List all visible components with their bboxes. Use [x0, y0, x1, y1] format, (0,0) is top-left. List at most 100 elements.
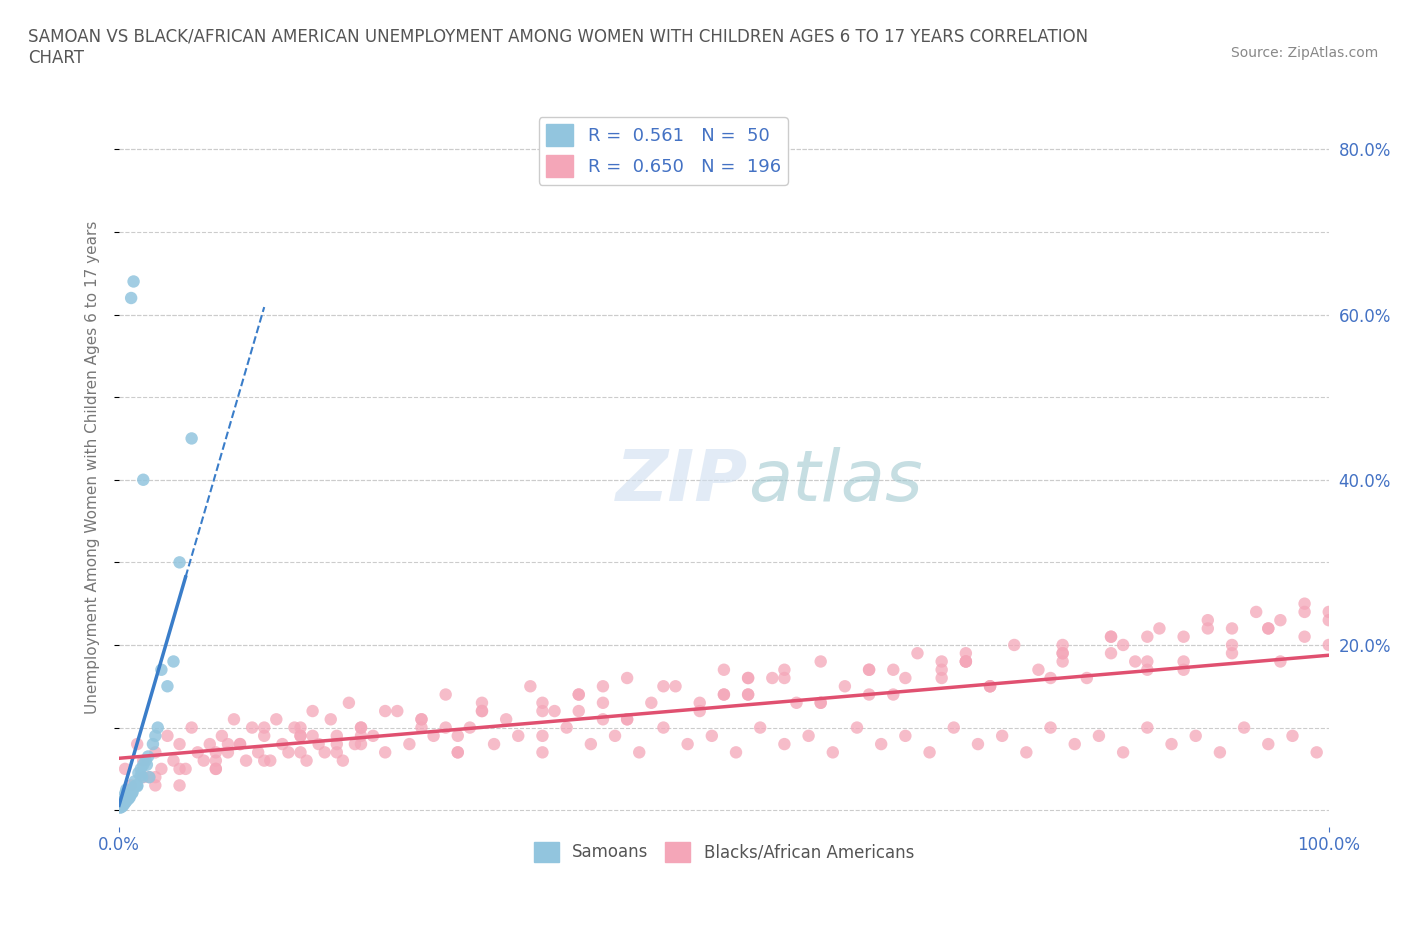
- Point: [471, 704, 494, 719]
- Point: [240, 720, 263, 735]
- Point: [301, 728, 323, 743]
- Point: [810, 696, 832, 711]
- Point: [319, 711, 342, 726]
- Point: [350, 720, 373, 735]
- Point: [1294, 604, 1316, 619]
- Point: [1257, 621, 1279, 636]
- Point: [290, 728, 312, 743]
- Point: [187, 745, 209, 760]
- Point: [882, 662, 904, 677]
- Point: [205, 762, 228, 777]
- Point: [136, 749, 159, 764]
- Point: [1197, 613, 1219, 628]
- Point: [114, 786, 136, 801]
- Point: [531, 728, 554, 743]
- Point: [387, 704, 409, 719]
- Point: [834, 679, 856, 694]
- Point: [907, 645, 929, 660]
- Point: [290, 745, 312, 760]
- Point: [810, 654, 832, 669]
- Point: [205, 753, 228, 768]
- Point: [846, 720, 869, 735]
- Point: [266, 711, 288, 726]
- Point: [1244, 604, 1267, 619]
- Point: [350, 728, 373, 743]
- Point: [411, 711, 433, 726]
- Point: [689, 696, 711, 711]
- Point: [1063, 737, 1085, 751]
- Point: [508, 728, 530, 743]
- Point: [115, 782, 138, 797]
- Point: [592, 696, 614, 711]
- Point: [124, 774, 146, 789]
- Point: [640, 696, 662, 711]
- Point: [290, 728, 312, 743]
- Point: [724, 745, 747, 760]
- Point: [374, 745, 396, 760]
- Point: [931, 654, 953, 669]
- Point: [1149, 621, 1171, 636]
- Point: [1220, 638, 1243, 653]
- Point: [652, 720, 675, 735]
- Point: [447, 745, 470, 760]
- Point: [1317, 638, 1340, 653]
- Point: [785, 696, 807, 711]
- Point: [174, 762, 197, 777]
- Point: [1173, 654, 1195, 669]
- Point: [111, 796, 134, 811]
- Point: [129, 762, 152, 777]
- Point: [931, 662, 953, 677]
- Point: [114, 762, 136, 777]
- Y-axis label: Unemployment Among Women with Children Ages 6 to 17 years: Unemployment Among Women with Children A…: [86, 220, 100, 714]
- Point: [1039, 671, 1062, 685]
- Point: [127, 778, 149, 793]
- Point: [1317, 604, 1340, 619]
- Point: [955, 654, 977, 669]
- Point: [411, 720, 433, 735]
- Point: [1052, 654, 1074, 669]
- Point: [343, 737, 366, 751]
- Point: [821, 745, 844, 760]
- Point: [1076, 671, 1098, 685]
- Point: [955, 654, 977, 669]
- Point: [169, 762, 191, 777]
- Point: [1015, 745, 1038, 760]
- Point: [447, 728, 470, 743]
- Point: [1002, 638, 1025, 653]
- Point: [568, 704, 591, 719]
- Point: [374, 704, 396, 719]
- Point: [180, 431, 202, 445]
- Point: [146, 720, 169, 735]
- Point: [217, 737, 239, 751]
- Point: [447, 745, 470, 760]
- Point: [1088, 728, 1111, 743]
- Point: [217, 745, 239, 760]
- Point: [235, 753, 257, 768]
- Point: [198, 737, 221, 751]
- Point: [979, 679, 1001, 694]
- Point: [1136, 720, 1159, 735]
- Point: [117, 792, 139, 807]
- Point: [120, 786, 142, 801]
- Point: [398, 737, 420, 751]
- Point: [942, 720, 965, 735]
- Point: [1173, 662, 1195, 677]
- Point: [308, 737, 330, 751]
- Point: [350, 720, 373, 735]
- Point: [118, 790, 141, 805]
- Point: [114, 794, 136, 809]
- Point: [132, 472, 155, 487]
- Point: [115, 793, 138, 808]
- Point: [737, 671, 759, 685]
- Text: Source: ZipAtlas.com: Source: ZipAtlas.com: [1230, 46, 1378, 60]
- Point: [531, 696, 554, 711]
- Point: [1270, 654, 1292, 669]
- Point: [616, 711, 638, 726]
- Point: [180, 720, 202, 735]
- Text: ZIP: ZIP: [616, 447, 748, 516]
- Point: [1099, 630, 1122, 644]
- Point: [1197, 621, 1219, 636]
- Point: [110, 800, 132, 815]
- Point: [122, 274, 145, 289]
- Point: [350, 737, 373, 751]
